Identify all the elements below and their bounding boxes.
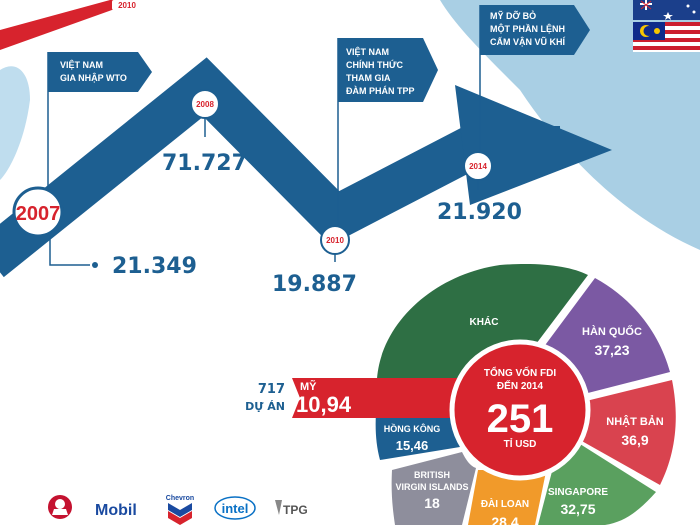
segment-label-bvi-line1: BRITISH (414, 470, 450, 480)
segment-value-dai-loan: 28,4 (491, 514, 518, 525)
center-line1: TỔNG VỐN FDI (484, 365, 556, 379)
tpg-logo-text: TPG (283, 503, 308, 517)
us-projects-label: DỰ ÁN (245, 400, 285, 413)
value-2007: 21.349 (112, 254, 197, 279)
flag-wto-line2: GIA NHẬP WTO (60, 72, 127, 83)
segment-label-singapore: SINGAPORE (548, 487, 608, 498)
flag-embargo-line2: MỘT PHẦN LỆNH (490, 23, 565, 34)
intel-logo-text: intel (222, 501, 249, 516)
flag-tpp-line3: THAM GIA (346, 73, 391, 83)
segment-value-nhat-ban: 36,9 (621, 432, 648, 448)
trend-arrow-head (455, 85, 612, 205)
top-year-label: 2010 (118, 1, 136, 10)
segment-label-nhat-ban: NHẬT BẢN (606, 415, 663, 428)
flag-tpp-line1: VIỆT NAM (346, 46, 389, 57)
segment-khac (376, 264, 588, 394)
flag-tpp (338, 38, 438, 102)
marker-2008: 2008 (190, 89, 220, 137)
segment-label-bvi-line2: VIRGIN ISLANDS (395, 482, 468, 492)
flag-tpp-line2: CHÍNH THỨC (346, 59, 403, 70)
flag-tpp-line4: ĐÀM PHÁN TPP (346, 86, 415, 96)
center-line2: ĐẾN 2014 (497, 379, 544, 392)
tpg-logo: TPG (275, 500, 308, 517)
segment-singapore (538, 444, 656, 525)
center-unit: TỈ USD (504, 437, 537, 450)
segment-label-hong-kong: HỒNG KÔNG (384, 423, 441, 434)
chevron-logo-text: Chevron (166, 495, 194, 502)
segment-label-dai-loan: ĐÀI LOAN (481, 497, 529, 510)
segment-value-hong-kong: 15,46 (396, 438, 429, 453)
segment-nhat-ban (580, 380, 676, 485)
us-value: 10,94 (296, 392, 352, 417)
top-red-ribbon (0, 0, 140, 50)
marker-2007: 2007 (12, 186, 64, 238)
us-projects-num: 717 (258, 382, 285, 397)
flag-wto (48, 52, 152, 92)
malaysia-flag-icon (633, 22, 700, 52)
segment-british-virgin-islands (391, 452, 476, 525)
us-banner (292, 378, 462, 418)
year-2008-label: 2008 (196, 100, 214, 109)
segment-label-han-quoc: HÀN QUỐC (582, 324, 642, 338)
center-value: 251 (487, 397, 554, 441)
map-region-left (0, 66, 30, 180)
value-2008: 71.727 (162, 151, 247, 176)
year-2007-label: 2007 (16, 203, 61, 225)
leader-2007 (49, 236, 90, 266)
top-year-badge (112, 0, 142, 10)
flag-embargo (480, 5, 590, 55)
flag-wto-line1: VIỆT NAM (60, 59, 103, 70)
segment-label-khac: KHÁC (470, 315, 499, 328)
marker-2014: 2014 (463, 151, 493, 190)
flag-embargo-line3: CẤM VẬN VŨ KHÍ (490, 36, 566, 47)
mobil-logo: Mobil (95, 502, 137, 519)
fdi-center-circle (449, 339, 591, 481)
intel-logo: intel (214, 496, 256, 520)
segment-value-bvi: 18 (424, 495, 440, 511)
value-2010: 19.887 (272, 272, 357, 297)
chevron-logo: Chevron (166, 495, 194, 525)
marker-2010: 2010 (320, 225, 350, 262)
fdi-donut-chart (292, 264, 676, 525)
segment-value-singapore: 32,75 (560, 501, 595, 517)
us-label: MỸ (300, 380, 317, 393)
map-region-right (440, 0, 700, 250)
kfc-logo (48, 495, 72, 519)
year-2014-label: 2014 (469, 162, 487, 171)
value-2014: 21.920 (437, 200, 522, 225)
year-2010-label: 2010 (326, 236, 344, 245)
segment-value-han-quoc: 37,23 (594, 342, 629, 358)
australia-flag-icon (633, 0, 700, 20)
leader-2007-dot (92, 262, 98, 268)
flag-embargo-line1: MỸ DỠ BỎ (490, 10, 536, 21)
